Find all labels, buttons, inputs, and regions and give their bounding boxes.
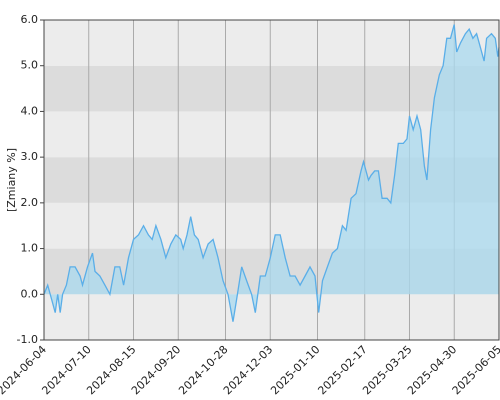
y-tick-label: -1.0	[17, 333, 38, 346]
background-band	[44, 20, 499, 66]
plot-frame	[43, 19, 500, 341]
background-band	[44, 294, 499, 340]
line	[43, 24, 500, 322]
y-axis-label: [Zmiany %]	[5, 148, 18, 212]
area	[44, 24, 499, 322]
y-tick-label: 6.0	[21, 13, 39, 26]
background-band	[44, 65, 499, 112]
y-tick-label: 3.0	[21, 150, 39, 163]
x-tick-label: 2025-01-10	[268, 343, 322, 397]
y-tick-label: 0.0	[21, 287, 39, 300]
y-tick-label: 5.0	[21, 59, 39, 72]
y-tick-label: 2.0	[21, 196, 39, 209]
y-tick-label: 4.0	[21, 104, 39, 117]
y-tick-label: 1.0	[21, 242, 39, 255]
